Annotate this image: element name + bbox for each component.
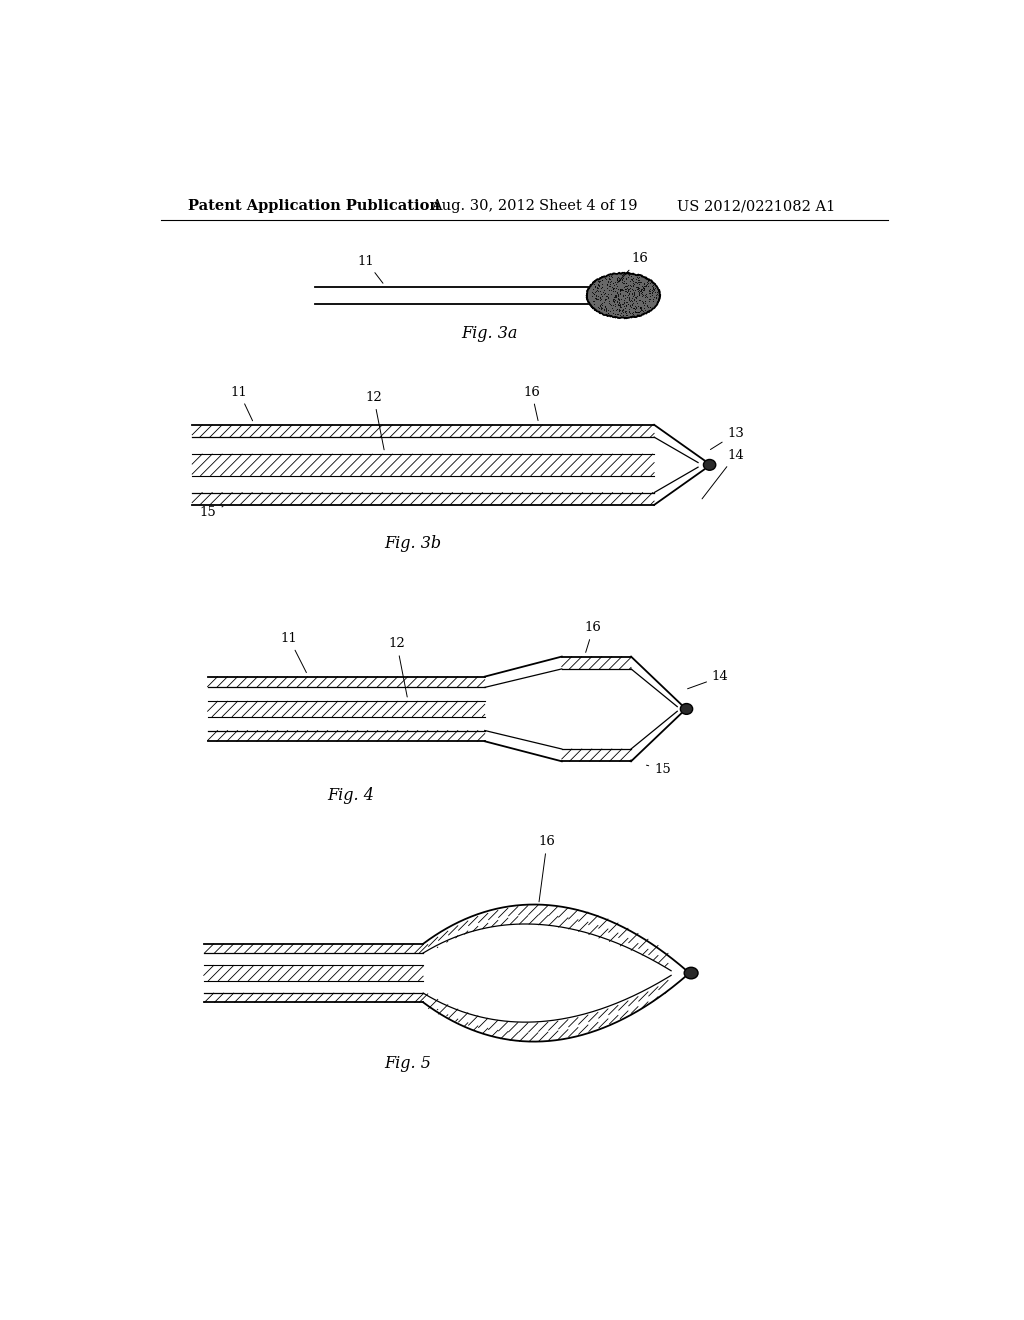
Text: Fig. 4: Fig. 4 [327, 788, 374, 804]
Text: Aug. 30, 2012: Aug. 30, 2012 [431, 199, 535, 213]
Text: 15: 15 [646, 763, 671, 776]
Text: 11: 11 [230, 385, 253, 421]
Text: 16: 16 [617, 252, 648, 282]
Text: 16: 16 [585, 622, 602, 652]
Text: US 2012/0221082 A1: US 2012/0221082 A1 [677, 199, 836, 213]
Text: Fig. 3a: Fig. 3a [462, 326, 518, 342]
Text: 12: 12 [366, 391, 384, 450]
Text: Fig. 5: Fig. 5 [385, 1055, 431, 1072]
Text: 16: 16 [523, 385, 540, 421]
Text: 11: 11 [357, 255, 383, 284]
Ellipse shape [680, 704, 692, 714]
Text: 13: 13 [711, 428, 744, 450]
Text: 16: 16 [539, 836, 556, 902]
Polygon shape [587, 272, 660, 318]
Text: 14: 14 [687, 671, 729, 689]
Text: Fig. 3b: Fig. 3b [385, 535, 441, 552]
Text: Sheet 4 of 19: Sheet 4 of 19 [539, 199, 637, 213]
Text: 14: 14 [702, 449, 744, 499]
Ellipse shape [703, 459, 716, 470]
Text: 15: 15 [200, 507, 223, 520]
Text: 11: 11 [281, 632, 306, 673]
Ellipse shape [684, 968, 698, 979]
Text: Patent Application Publication: Patent Application Publication [188, 199, 440, 213]
Text: 12: 12 [388, 638, 408, 697]
